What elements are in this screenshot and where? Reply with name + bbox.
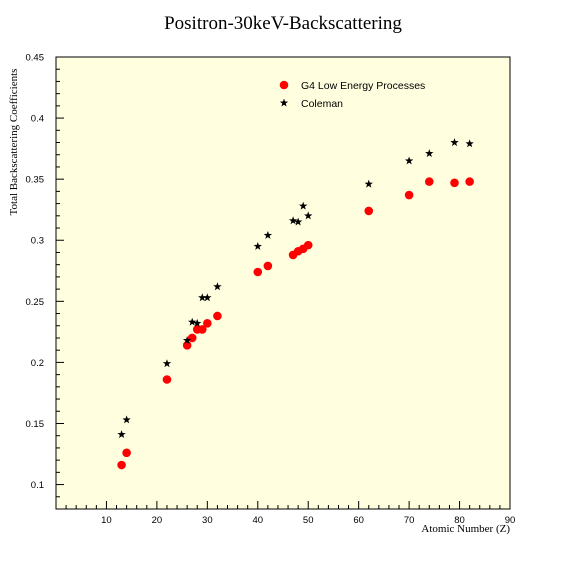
coleman-data-point bbox=[425, 149, 434, 158]
coleman-data-point bbox=[404, 156, 414, 165]
y-tick-label: 0.15 bbox=[26, 419, 45, 430]
legend: G4 Low Energy Processes Coleman bbox=[279, 80, 425, 110]
coleman-data-point bbox=[465, 139, 474, 148]
coleman-data-point bbox=[298, 201, 308, 210]
g4-data-point bbox=[465, 177, 474, 186]
coleman-data-point bbox=[364, 179, 373, 188]
g4-data-point bbox=[162, 375, 172, 384]
coleman-data-point bbox=[182, 336, 192, 344]
x-tick-label: 90 bbox=[505, 515, 516, 526]
g4-data-point bbox=[122, 448, 131, 458]
data-points bbox=[117, 138, 474, 470]
g4-data-point bbox=[253, 267, 263, 277]
legend-label: Coleman bbox=[301, 98, 343, 110]
coleman-data-point bbox=[450, 138, 459, 147]
x-tick-label: 20 bbox=[152, 515, 163, 526]
coleman-data-point bbox=[117, 430, 126, 439]
x-tick-label: 70 bbox=[404, 515, 415, 526]
g4-data-point bbox=[424, 177, 434, 186]
coleman-data-point bbox=[193, 318, 202, 327]
x-tick-label: 60 bbox=[353, 515, 364, 526]
plot-area bbox=[55, 56, 511, 510]
x-tick-label: 10 bbox=[101, 515, 112, 526]
y-tick-label: 0.4 bbox=[31, 114, 44, 125]
y-tick-label: 0.45 bbox=[26, 53, 45, 64]
y-tick-label: 0.3 bbox=[31, 236, 44, 247]
x-tick-label: 30 bbox=[202, 515, 213, 526]
x-tick-label: 50 bbox=[303, 515, 314, 526]
chart-title: Positron-30keV-Backscattering bbox=[164, 13, 402, 34]
coleman-data-point bbox=[162, 359, 172, 368]
x-tick-label: 40 bbox=[252, 515, 263, 526]
g4-data-point bbox=[182, 341, 192, 350]
coleman-data-point bbox=[122, 415, 131, 424]
y-axis-label: Total Backscattering Coefficients bbox=[8, 69, 20, 216]
g4-data-point bbox=[364, 206, 374, 216]
g4-data-point bbox=[117, 460, 126, 470]
y-tick-label: 0.2 bbox=[31, 358, 44, 369]
coleman-data-point bbox=[198, 293, 207, 302]
legend-marker-g4 bbox=[279, 80, 289, 90]
g4-data-point bbox=[197, 325, 207, 334]
y-tick-label: 0.1 bbox=[31, 480, 44, 491]
g4-data-point bbox=[203, 319, 212, 328]
g4-data-point bbox=[450, 178, 459, 188]
g4-data-point bbox=[303, 240, 313, 250]
coleman-data-point bbox=[288, 216, 298, 225]
x-axis-label: Atomic Number (Z) bbox=[421, 523, 510, 535]
coleman-data-point bbox=[263, 230, 273, 239]
axis-ticks: 10 20 30 40 50 60 70 80 90 0.1 0.15 0.2 0.25 0.3 0.35 0… bbox=[26, 53, 516, 527]
coleman-data-point bbox=[203, 293, 212, 302]
g4-data-point bbox=[404, 190, 414, 200]
coleman-data-point bbox=[188, 317, 197, 326]
g4-data-point bbox=[187, 333, 197, 343]
coleman-data-point bbox=[253, 241, 262, 250]
coleman-data-point bbox=[293, 217, 303, 226]
legend-label: G4 Low Energy Processes bbox=[301, 80, 425, 92]
g4-data-point bbox=[263, 261, 273, 271]
coleman-data-point bbox=[304, 211, 313, 220]
y-tick-label: 0.35 bbox=[26, 175, 45, 186]
coleman-data-point bbox=[213, 282, 222, 291]
y-tick-label: 0.25 bbox=[26, 297, 45, 308]
legend-marker-coleman bbox=[279, 98, 289, 107]
x-tick-label: 80 bbox=[454, 515, 465, 526]
g4-data-point bbox=[213, 311, 222, 321]
